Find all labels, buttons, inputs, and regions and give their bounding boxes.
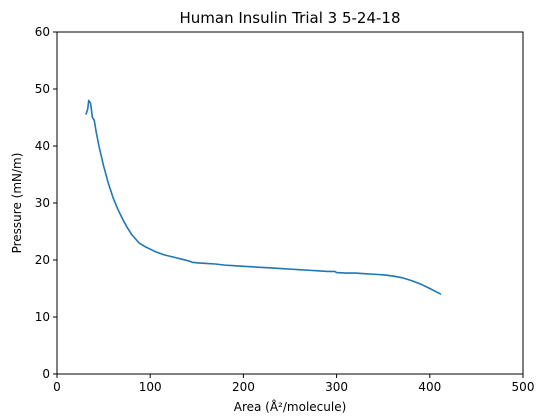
x-axis-ticks: 0 100 200 300 400 500 bbox=[53, 374, 534, 394]
plot-area-frame bbox=[56, 31, 524, 375]
x-axis-label: Area (Å²/molecule) bbox=[234, 399, 347, 414]
x-tick-label: 100 bbox=[139, 380, 162, 394]
y-tick-label: 40 bbox=[35, 139, 50, 153]
y-axis-label: Pressure (mN/m) bbox=[10, 153, 24, 254]
x-tick-label: 500 bbox=[512, 380, 535, 394]
y-tick-label: 20 bbox=[35, 253, 50, 267]
y-tick-label: 10 bbox=[35, 310, 50, 324]
y-tick-label: 50 bbox=[35, 82, 50, 96]
x-tick-label: 400 bbox=[418, 380, 441, 394]
x-tick-label: 0 bbox=[53, 380, 61, 394]
y-tick-label: 30 bbox=[35, 196, 50, 210]
pressure-curve-line bbox=[85, 99, 442, 295]
x-tick-label: 200 bbox=[232, 380, 255, 394]
y-tick-label: 60 bbox=[35, 25, 50, 39]
chart-title: Human Insulin Trial 3 5-24-18 bbox=[179, 9, 400, 27]
y-tick-label: 0 bbox=[42, 367, 50, 381]
y-axis-ticks: 0 10 20 30 40 50 60 bbox=[35, 25, 57, 381]
x-tick-label: 300 bbox=[325, 380, 348, 394]
